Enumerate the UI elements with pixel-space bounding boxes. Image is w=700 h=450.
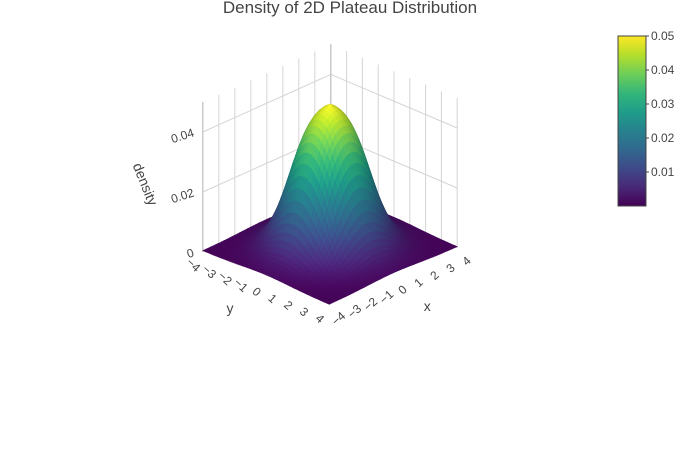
x-tick-label: −1 (377, 287, 397, 307)
surface-patch (325, 301, 333, 305)
y-tick-label: 1 (265, 291, 280, 306)
y-tick-label: 2 (281, 298, 296, 313)
z-tick-label: 0.04 (169, 125, 196, 146)
colorbar-tick-label: 0.05 (651, 29, 675, 43)
y-axis-title: y (227, 300, 234, 316)
x-tick-label: 3 (443, 261, 458, 276)
z-axis-title: density (130, 161, 161, 208)
surface-plot (202, 103, 458, 305)
colorbar-tick-label: 0.02 (651, 131, 675, 145)
colorbar-gradient (617, 35, 647, 207)
z-tick-label: 0.02 (169, 185, 196, 206)
x-tick-label: 0 (395, 282, 410, 297)
y-tick-label: 4 (313, 311, 328, 326)
y-tick-label: 3 (297, 304, 312, 319)
y-tick-label: 0 (250, 284, 265, 299)
z-tick-label: 0 (185, 245, 196, 260)
colorbar-tick-label: 0.01 (651, 165, 675, 179)
colorbar: 0.01 0.02 0.03 0.04 0.05 (617, 29, 675, 207)
chart-title: Density of 2D Plateau Distribution (223, 0, 477, 17)
colorbar-tick-label: 0.04 (651, 63, 675, 77)
x-axis-title: x (424, 298, 431, 314)
x-tick-label: 4 (459, 253, 474, 268)
x-tick-label: 2 (427, 268, 442, 283)
x-tick-label: 1 (411, 275, 426, 290)
colorbar-tick-label: 0.03 (651, 97, 675, 111)
